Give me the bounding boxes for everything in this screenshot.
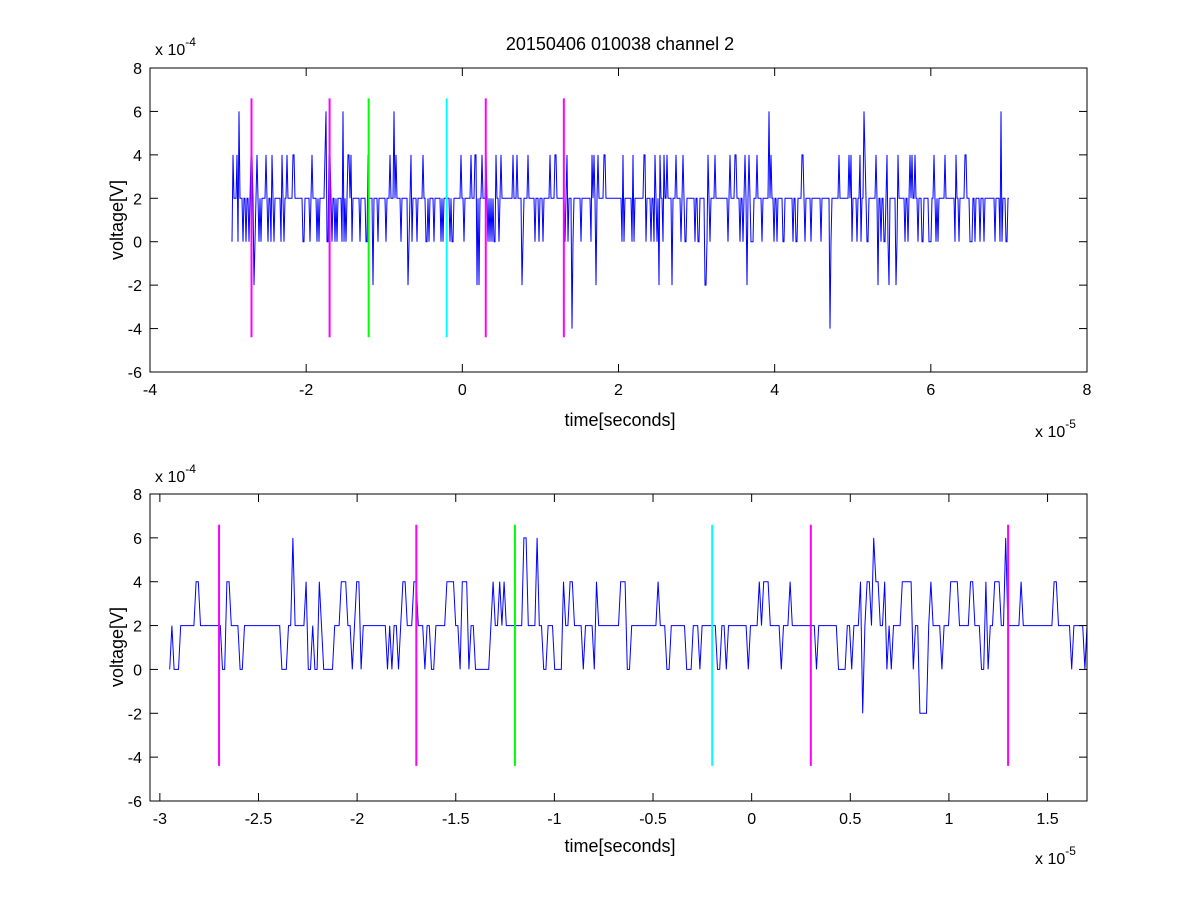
axis-ticks xyxy=(150,493,1087,802)
x-tick-label: 1.5 xyxy=(1036,811,1058,828)
x-axis-label: time[seconds] xyxy=(564,410,675,430)
x-tick-labels: -3 -2.5 -2 -1.5 -1 -0.5 0 0.5 1 1.5 xyxy=(153,811,1059,828)
y-tick-label: 8 xyxy=(133,61,142,78)
y-tick-labels: -6 -4 -2 0 2 4 6 8 xyxy=(128,487,142,811)
x-tick-label: 8 xyxy=(1083,382,1092,399)
y-tick-label: -6 xyxy=(128,365,142,382)
y-tick-label: 4 xyxy=(133,148,142,165)
y-exponent: -4 xyxy=(185,462,196,476)
x-exponent: -5 xyxy=(1065,417,1076,431)
trace-line xyxy=(169,537,1088,714)
x-axis-label: time[seconds] xyxy=(564,836,675,856)
x-tick-label: -2 xyxy=(299,382,313,399)
y-tick-label: 0 xyxy=(133,235,142,252)
voltage-trace xyxy=(169,537,1088,714)
x-tick-label: 6 xyxy=(926,382,935,399)
y-exponent-label: x 10-4 xyxy=(155,35,196,59)
y-tick-label: 6 xyxy=(133,531,142,548)
figure-title: 20150406 010038 channel 2 xyxy=(506,34,734,54)
y-tick-label: -4 xyxy=(128,322,142,339)
y-exponent-label: x 10-4 xyxy=(155,462,196,486)
y-tick-label: -2 xyxy=(128,278,142,295)
x-tick-label: -1 xyxy=(547,811,561,828)
x-tick-label: -2 xyxy=(350,811,364,828)
y-tick-label: 4 xyxy=(133,575,142,592)
x-exponent-label: x 10-5 xyxy=(1035,417,1076,441)
x-tick-label: 0 xyxy=(747,811,756,828)
y-tick-label: -2 xyxy=(128,706,142,723)
y-tick-label: 2 xyxy=(133,619,142,636)
y-tick-label: -6 xyxy=(128,794,142,811)
x-tick-label: 1 xyxy=(944,811,953,828)
x-tick-label: 0.5 xyxy=(839,811,861,828)
x-tick-label: -4 xyxy=(143,382,157,399)
event-markers xyxy=(250,98,565,338)
x-tick-label: -0.5 xyxy=(639,811,667,828)
x-tick-label: 4 xyxy=(770,382,779,399)
y-tick-label: 6 xyxy=(133,104,142,121)
x-tick-label: -2.5 xyxy=(245,811,273,828)
x-tick-label: 0 xyxy=(458,382,467,399)
y-tick-label: 2 xyxy=(133,191,142,208)
subplot-bottom: -3 -2.5 -2 -1.5 -1 -0.5 0 0.5 1 1.5 -6 -4 -2 0 2 4 6 8 t… xyxy=(107,462,1088,868)
x-multiplier: x 10 xyxy=(1035,851,1065,868)
event-markers xyxy=(218,524,1010,766)
y-multiplier: x 10 xyxy=(155,42,185,59)
y-multiplier: x 10 xyxy=(155,469,185,486)
trace-line xyxy=(231,111,1009,329)
x-multiplier: x 10 xyxy=(1035,424,1065,441)
x-tick-label: 2 xyxy=(614,382,623,399)
y-tick-label: 0 xyxy=(133,662,142,679)
y-axis-label: voltage[V] xyxy=(107,607,127,687)
y-axis-label: voltage[V] xyxy=(107,180,127,260)
y-exponent: -4 xyxy=(185,35,196,49)
x-tick-label: -1.5 xyxy=(442,811,470,828)
plot-frame xyxy=(149,493,1088,802)
y-tick-label: -4 xyxy=(128,750,142,767)
x-tick-label: -3 xyxy=(153,811,167,828)
y-tick-labels: -6 -4 -2 0 2 4 6 8 xyxy=(128,61,142,382)
plot-frame xyxy=(149,67,1088,373)
x-exponent-label: x 10-5 xyxy=(1035,844,1076,868)
x-exponent: -5 xyxy=(1065,844,1076,858)
voltage-trace xyxy=(231,111,1009,329)
axis-ticks xyxy=(149,67,1088,373)
y-tick-label: 8 xyxy=(133,487,142,504)
x-tick-labels: -4 -2 0 2 4 6 8 xyxy=(143,382,1092,399)
